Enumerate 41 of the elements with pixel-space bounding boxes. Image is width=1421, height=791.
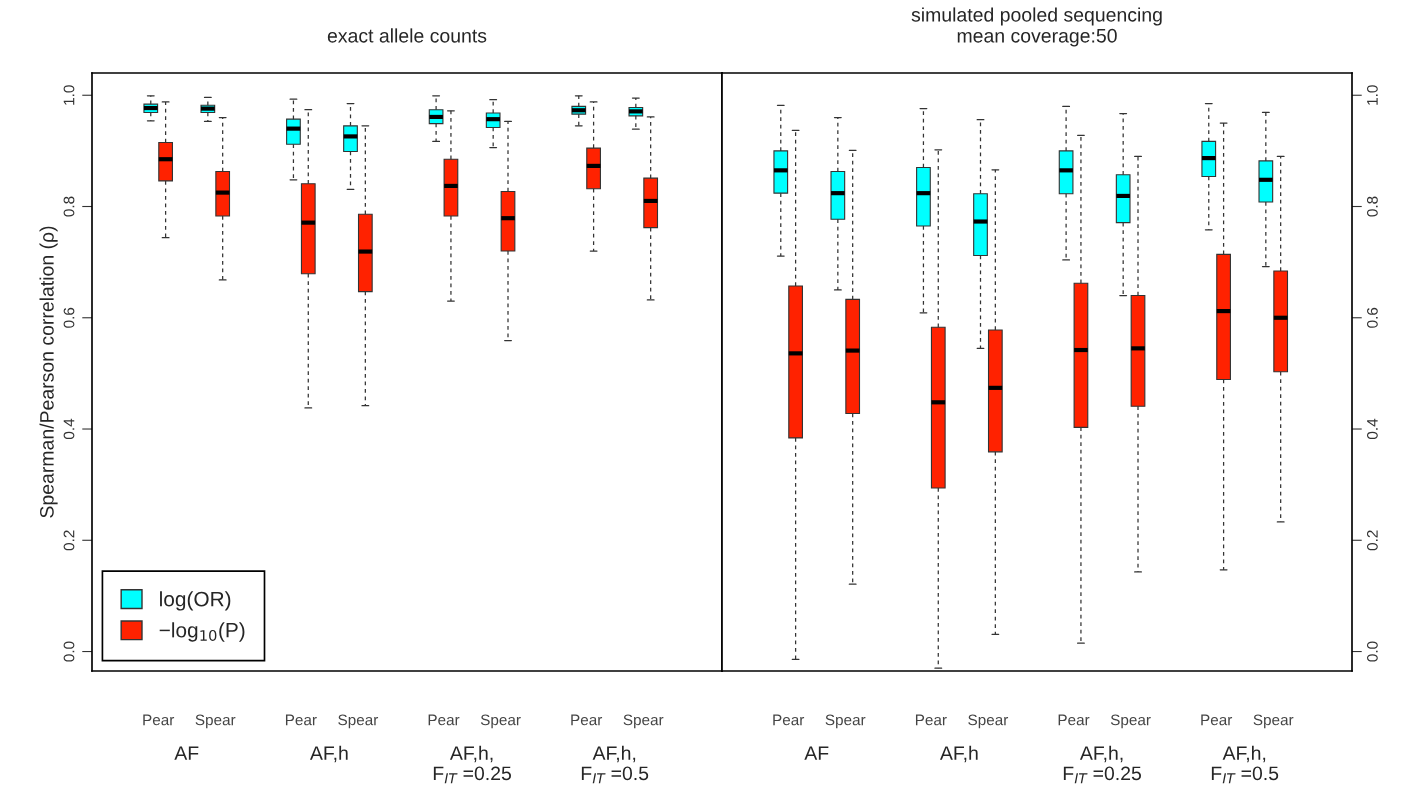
x-tick-label: Spear bbox=[195, 714, 236, 729]
x-tick-label: Spear bbox=[480, 714, 521, 729]
text: AF,h, F$_{IT}$ =0.25 bbox=[433, 745, 511, 784]
text: AF bbox=[174, 746, 199, 760]
y-axis-title: Spearman/Pearson correlation (ρ) bbox=[39, 226, 58, 518]
x-tick-label: Pear bbox=[285, 714, 317, 726]
legend-label: −log$_{10}$(P) bbox=[159, 622, 245, 642]
y2-tick-label: 0.8 bbox=[1366, 196, 1378, 217]
text: AF,h bbox=[939, 745, 978, 763]
y2-tick-label: 0.6 bbox=[1366, 307, 1378, 328]
x-tick-label: Spear bbox=[1110, 714, 1151, 729]
y2-tick-label: 0.2 bbox=[1366, 530, 1378, 551]
x-tick-label: Pear bbox=[428, 714, 460, 726]
text: AF,h bbox=[309, 745, 348, 763]
y2-tick-label: 1.0 bbox=[1366, 85, 1378, 105]
x-tick-label: Pear bbox=[773, 714, 805, 726]
x-tick-label: Pear bbox=[571, 714, 603, 726]
text: AF bbox=[804, 746, 829, 760]
y-tick-label: 0.6 bbox=[63, 307, 75, 328]
x-tick-label: Spear bbox=[1253, 714, 1294, 729]
x-tick-label: Pear bbox=[915, 714, 947, 726]
y2-tick-label: 0.4 bbox=[1366, 418, 1378, 440]
chart-title: exact allele counts bbox=[327, 28, 487, 43]
x-tick-label: Spear bbox=[338, 714, 379, 729]
x-tick-label: Spear bbox=[623, 714, 664, 729]
y-tick-label: 1.0 bbox=[63, 85, 75, 105]
x-tick-label: Pear bbox=[1058, 714, 1090, 726]
y-tick-label: 0.0 bbox=[63, 641, 75, 662]
y-tick-label: 0.8 bbox=[63, 196, 75, 217]
text: AF,h, F$_{IT}$ =0.5 bbox=[1211, 745, 1279, 784]
x-tick-label: Spear bbox=[968, 714, 1009, 729]
y-tick-label: 0.2 bbox=[63, 530, 75, 551]
text: AF,h, F$_{IT}$ =0.25 bbox=[1063, 745, 1141, 784]
x-tick-label: Spear bbox=[825, 714, 866, 729]
y2-tick-label: 0.0 bbox=[1366, 641, 1378, 662]
chart-title: simulated pooled sequencing mean coverage:50 bbox=[911, 7, 1162, 47]
x-tick-label: Pear bbox=[1201, 714, 1233, 726]
x-tick-label: Pear bbox=[143, 714, 175, 726]
text: AF,h, F$_{IT}$ =0.5 bbox=[581, 745, 649, 784]
legend-label: log(OR) bbox=[160, 591, 231, 611]
y-tick-label: 0.4 bbox=[63, 418, 75, 440]
